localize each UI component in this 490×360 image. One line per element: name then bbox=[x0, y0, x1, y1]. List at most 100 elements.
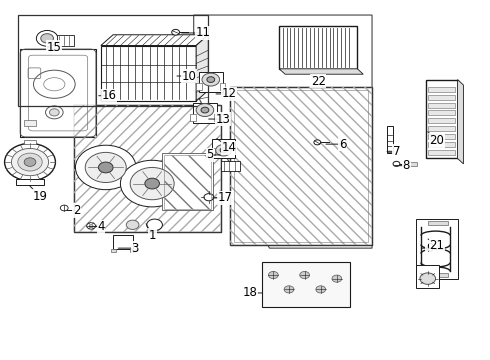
Text: 14: 14 bbox=[222, 141, 237, 154]
Bar bbox=[428, 87, 455, 92]
Circle shape bbox=[75, 145, 136, 190]
Circle shape bbox=[4, 143, 55, 181]
Bar bbox=[130, 249, 135, 252]
Circle shape bbox=[202, 73, 220, 86]
Circle shape bbox=[393, 161, 400, 166]
Bar bbox=[57, 36, 74, 45]
Bar bbox=[220, 161, 240, 171]
Circle shape bbox=[316, 286, 326, 293]
Circle shape bbox=[87, 223, 96, 229]
Bar bbox=[262, 262, 350, 307]
Text: 2: 2 bbox=[73, 204, 80, 217]
Bar bbox=[196, 83, 202, 90]
Bar bbox=[220, 83, 225, 90]
Bar bbox=[428, 111, 455, 116]
Bar bbox=[409, 162, 417, 166]
Bar bbox=[18, 15, 208, 107]
Circle shape bbox=[269, 271, 278, 279]
Circle shape bbox=[85, 152, 126, 183]
Circle shape bbox=[49, 109, 59, 116]
Bar bbox=[190, 114, 196, 121]
Circle shape bbox=[24, 158, 36, 166]
Circle shape bbox=[89, 225, 93, 227]
Circle shape bbox=[130, 167, 174, 200]
Polygon shape bbox=[101, 35, 208, 45]
Bar bbox=[416, 265, 440, 288]
Text: 18: 18 bbox=[243, 287, 257, 300]
Text: 10: 10 bbox=[181, 69, 196, 82]
Circle shape bbox=[36, 31, 58, 46]
Bar bbox=[428, 95, 455, 100]
Bar bbox=[428, 103, 455, 108]
Bar bbox=[214, 114, 220, 121]
Text: 9: 9 bbox=[426, 242, 434, 255]
Bar bbox=[234, 90, 368, 242]
Circle shape bbox=[121, 160, 184, 207]
Bar bbox=[387, 126, 392, 153]
Bar bbox=[24, 140, 36, 144]
Circle shape bbox=[11, 148, 49, 176]
Polygon shape bbox=[279, 69, 363, 74]
Text: 12: 12 bbox=[222, 87, 237, 100]
Circle shape bbox=[332, 275, 342, 282]
Text: 11: 11 bbox=[196, 27, 211, 40]
Text: 19: 19 bbox=[32, 190, 47, 203]
Circle shape bbox=[196, 104, 214, 117]
Text: 16: 16 bbox=[101, 89, 117, 102]
Circle shape bbox=[172, 30, 179, 35]
Bar bbox=[16, 179, 44, 185]
Circle shape bbox=[126, 220, 139, 229]
Bar bbox=[20, 49, 96, 137]
Text: 1: 1 bbox=[148, 229, 156, 242]
Bar bbox=[428, 142, 455, 147]
Bar bbox=[198, 72, 223, 92]
Circle shape bbox=[60, 205, 68, 211]
Text: 17: 17 bbox=[218, 192, 233, 204]
Text: 21: 21 bbox=[430, 239, 444, 252]
Circle shape bbox=[207, 77, 215, 82]
Circle shape bbox=[201, 107, 209, 113]
Text: 15: 15 bbox=[47, 41, 62, 54]
Bar bbox=[162, 153, 213, 211]
Circle shape bbox=[98, 162, 113, 173]
Circle shape bbox=[314, 140, 321, 145]
Text: 20: 20 bbox=[430, 134, 444, 147]
Bar bbox=[428, 150, 455, 155]
Circle shape bbox=[18, 153, 42, 171]
Bar bbox=[193, 103, 217, 123]
Text: 4: 4 bbox=[97, 220, 104, 233]
Circle shape bbox=[145, 178, 159, 189]
Bar bbox=[428, 134, 455, 139]
Bar bbox=[24, 120, 36, 126]
Text: 3: 3 bbox=[131, 242, 139, 255]
Bar bbox=[164, 155, 211, 209]
Bar bbox=[426, 80, 458, 158]
Circle shape bbox=[220, 148, 227, 153]
Polygon shape bbox=[196, 35, 208, 101]
Text: 8: 8 bbox=[403, 159, 410, 172]
Bar bbox=[113, 235, 133, 249]
Bar bbox=[230, 87, 372, 244]
Circle shape bbox=[420, 273, 436, 284]
Bar bbox=[74, 105, 220, 232]
Bar bbox=[428, 126, 455, 131]
Circle shape bbox=[41, 34, 53, 43]
Bar bbox=[74, 105, 220, 232]
Text: 7: 7 bbox=[392, 145, 400, 158]
Circle shape bbox=[204, 194, 214, 201]
Text: 5: 5 bbox=[206, 148, 214, 161]
Text: 22: 22 bbox=[311, 75, 326, 88]
Bar bbox=[428, 273, 448, 277]
Bar bbox=[111, 249, 116, 252]
Bar bbox=[428, 221, 448, 225]
Text: 13: 13 bbox=[216, 113, 230, 126]
Text: 6: 6 bbox=[339, 138, 346, 150]
Bar bbox=[210, 148, 215, 155]
Polygon shape bbox=[458, 80, 464, 164]
Bar bbox=[230, 87, 372, 244]
Bar bbox=[101, 45, 196, 101]
Circle shape bbox=[300, 271, 310, 279]
Circle shape bbox=[216, 144, 231, 156]
Bar bbox=[428, 118, 455, 123]
Circle shape bbox=[147, 219, 162, 230]
